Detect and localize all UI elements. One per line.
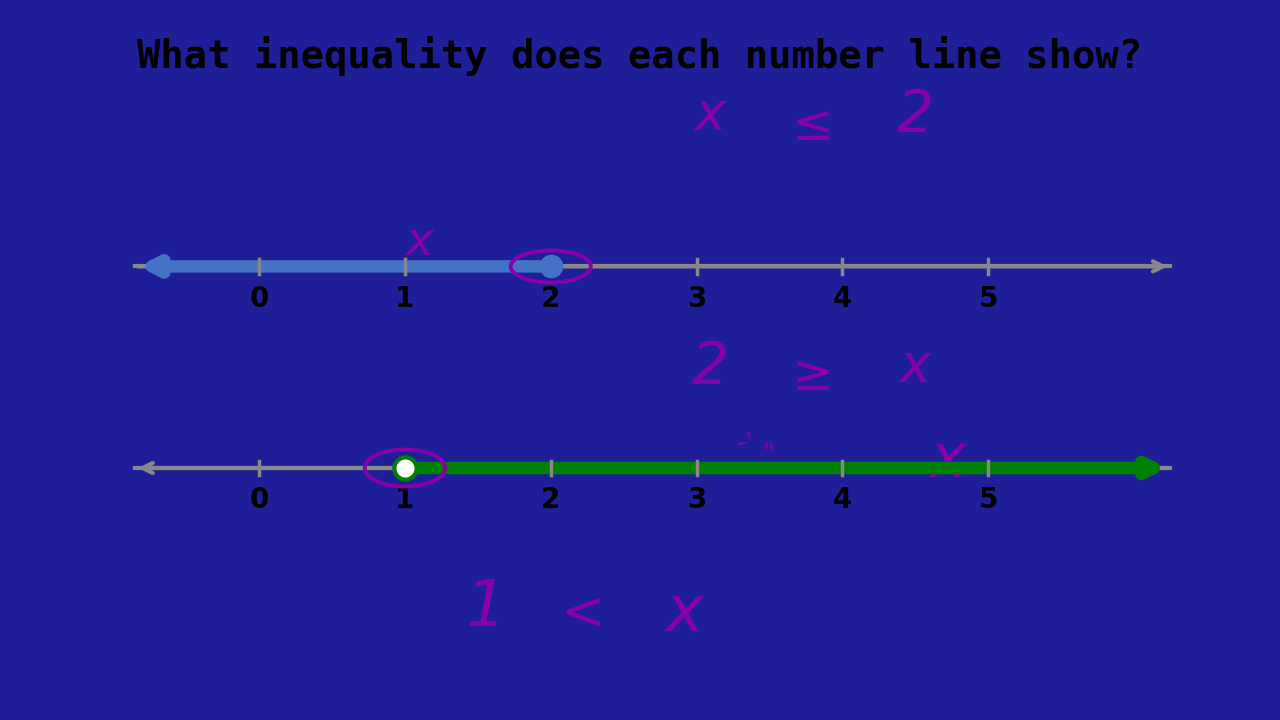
Text: 2: 2 xyxy=(541,487,561,515)
Text: 4: 4 xyxy=(832,285,852,313)
Text: ≥: ≥ xyxy=(792,352,833,400)
Text: 4: 4 xyxy=(832,487,852,515)
Text: 1: 1 xyxy=(396,487,415,515)
Text: x: x xyxy=(695,89,726,141)
Text: What inequality does each number line show?: What inequality does each number line sh… xyxy=(137,36,1143,76)
Bar xyxy=(0,0,83,720)
Text: 2: 2 xyxy=(541,285,561,313)
Text: 1: 1 xyxy=(466,577,507,639)
Text: 5: 5 xyxy=(978,285,998,313)
Text: –': –' xyxy=(735,431,755,454)
Text: 3: 3 xyxy=(687,487,707,515)
Text: x: x xyxy=(406,220,434,266)
Text: 2: 2 xyxy=(896,86,934,144)
Text: x: x xyxy=(900,341,931,393)
Text: 0: 0 xyxy=(250,487,269,515)
Text: x: x xyxy=(666,582,704,644)
Text: 0: 0 xyxy=(250,285,269,313)
Text: ≤: ≤ xyxy=(792,102,833,150)
Text: x: x xyxy=(929,431,965,490)
Text: 3: 3 xyxy=(687,285,707,313)
Text: 5: 5 xyxy=(978,487,998,515)
Text: ": " xyxy=(762,441,774,466)
Text: 2: 2 xyxy=(691,338,730,396)
Text: <: < xyxy=(561,588,604,639)
Text: 1: 1 xyxy=(396,285,415,313)
Bar xyxy=(1197,0,1280,720)
